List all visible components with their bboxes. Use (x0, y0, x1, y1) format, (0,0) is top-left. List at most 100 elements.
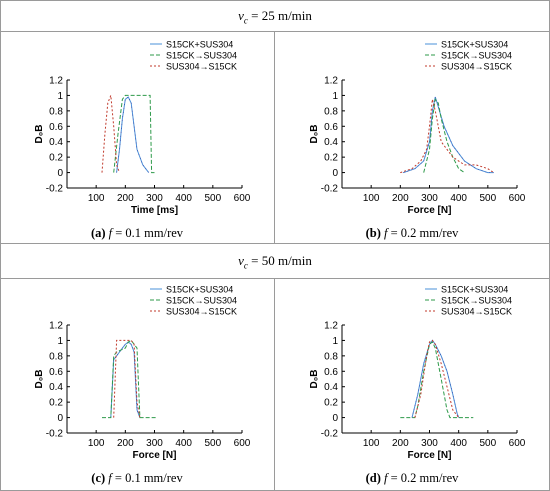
divider (274, 278, 275, 490)
x-tick-label: 500 (479, 193, 496, 204)
y-tick-label: 0.2 (49, 398, 63, 409)
y-tick-label: 0.6 (324, 367, 338, 378)
y-tick-label: 1.2 (324, 321, 338, 332)
y-tick-label: 0.4 (49, 382, 63, 393)
legend-label-3: SUS304→S15CK (441, 307, 512, 317)
x-axis-label: Force [N] (408, 205, 452, 216)
x-tick-label: 200 (117, 193, 134, 204)
y-tick-label: 0.8 (49, 106, 63, 117)
y-axis-label: D₀B (34, 370, 45, 389)
y-tick-label: 0.2 (49, 153, 63, 164)
y-tick-label: -0.2 (46, 429, 64, 440)
legend-label-2: S15CK→SUS304 (166, 296, 237, 306)
row-title-2: vc = 50 m/min (238, 253, 312, 271)
legend-label-2: S15CK→SUS304 (166, 51, 237, 61)
series-line-3 (400, 99, 494, 174)
x-tick-label: 200 (117, 438, 134, 449)
x-tick-label: 100 (363, 193, 380, 204)
x-tick-label: 600 (234, 193, 251, 204)
series-line-2 (113, 94, 155, 174)
legend-label-1: S15CK+SUS304 (166, 40, 233, 50)
series-line-2 (400, 341, 474, 419)
x-tick-label: 500 (479, 438, 496, 449)
x-axis-label: Force [N] (133, 450, 177, 461)
caption-b: (b) f = 0.2 mm/rev (365, 226, 459, 240)
y-tick-label: 0.4 (324, 382, 338, 393)
y-tick-label: 1 (332, 336, 338, 347)
y-tick-label: 0.6 (49, 367, 63, 378)
divider (274, 31, 275, 243)
legend-label-1: S15CK+SUS304 (441, 285, 508, 295)
y-tick-label: 1 (332, 91, 338, 102)
y-tick-label: 0.6 (324, 122, 338, 133)
y-tick-label: -0.2 (46, 184, 64, 195)
x-tick-label: 400 (450, 438, 467, 449)
y-tick-label: 0.8 (324, 351, 338, 362)
y-tick-label: 0 (332, 168, 338, 179)
legend-label-3: SUS304→S15CK (166, 307, 237, 317)
x-tick-label: 100 (88, 438, 105, 449)
legend-label-2: S15CK→SUS304 (441, 51, 512, 61)
x-axis-label: Time [ms] (131, 205, 178, 216)
y-axis-label: D₀B (34, 125, 45, 144)
y-tick-label: 0 (57, 168, 63, 179)
y-tick-label: 0 (57, 413, 63, 424)
series-line-1-overlay (110, 341, 141, 418)
x-tick-label: 300 (146, 193, 163, 204)
x-tick-label: 500 (204, 193, 221, 204)
x-tick-label: 100 (363, 438, 380, 449)
y-tick-label: 1 (57, 91, 63, 102)
series-line-2 (102, 339, 158, 419)
row-title-1: vc = 25 m/min (238, 8, 312, 26)
x-tick-label: 500 (204, 438, 221, 449)
y-tick-label: 0.4 (324, 137, 338, 148)
y-tick-label: 0.8 (324, 106, 338, 117)
y-axis-label: D₀B (309, 370, 320, 389)
x-tick-label: 300 (421, 438, 438, 449)
chart-a: -0.2 0 0.2 0.4 0.6 0.8 1 1.2 100 200 300 400 500 600 T… (34, 40, 251, 217)
series-line-1 (403, 96, 494, 174)
y-tick-label: 1.2 (49, 321, 63, 332)
series-line-1-overlay (411, 339, 459, 418)
caption-d: (d) f = 0.2 mm/rev (365, 471, 459, 485)
series-line-1-overlay (116, 96, 149, 173)
y-axis-label: D₀B (309, 125, 320, 144)
legend-label-2: S15CK→SUS304 (441, 296, 512, 306)
x-tick-label: 600 (234, 438, 251, 449)
x-tick-label: 100 (88, 193, 105, 204)
y-tick-label: 0.6 (49, 122, 63, 133)
series-line-3 (414, 339, 460, 418)
legend-label-3: SUS304→S15CK (441, 62, 512, 72)
series-line-2 (423, 98, 465, 174)
series-line-1 (116, 96, 150, 173)
chart-c: -0.2 0 0.2 0.4 0.6 0.8 1 1.2 100 200 300 400 500 600 F… (34, 285, 251, 462)
y-tick-label: 0.2 (324, 398, 338, 409)
series-line-1-overlay (403, 96, 494, 173)
series-line-3 (113, 339, 141, 418)
y-tick-label: -0.2 (321, 429, 339, 440)
y-tick-label: 0 (332, 413, 338, 424)
chart-d: -0.2 0 0.2 0.4 0.6 0.8 1 1.2 100 200 300 400 500 600 F… (309, 285, 526, 462)
y-tick-label: 0.8 (49, 351, 63, 362)
x-tick-label: 400 (450, 193, 467, 204)
caption-c: (c) f = 0.1 mm/rev (91, 471, 183, 485)
x-tick-label: 300 (421, 193, 438, 204)
y-tick-label: 0.4 (49, 137, 63, 148)
series-line-3 (101, 95, 120, 173)
y-tick-label: 1 (57, 336, 63, 347)
x-tick-label: 400 (175, 438, 192, 449)
x-tick-label: 600 (509, 438, 526, 449)
y-tick-label: 1.2 (49, 76, 63, 87)
divider (0, 278, 550, 279)
x-tick-label: 200 (392, 193, 409, 204)
divider (0, 31, 550, 32)
divider (0, 243, 550, 244)
y-tick-label: 0.2 (324, 153, 338, 164)
legend-label-3: SUS304→S15CK (166, 62, 237, 72)
x-axis-label: Force [N] (408, 450, 452, 461)
y-tick-label: -0.2 (321, 184, 339, 195)
x-tick-label: 600 (509, 193, 526, 204)
x-tick-label: 300 (146, 438, 163, 449)
x-tick-label: 400 (175, 193, 192, 204)
chart-b: -0.2 0 0.2 0.4 0.6 0.8 1 1.2 100 200 300 400 500 600 F… (309, 40, 526, 217)
